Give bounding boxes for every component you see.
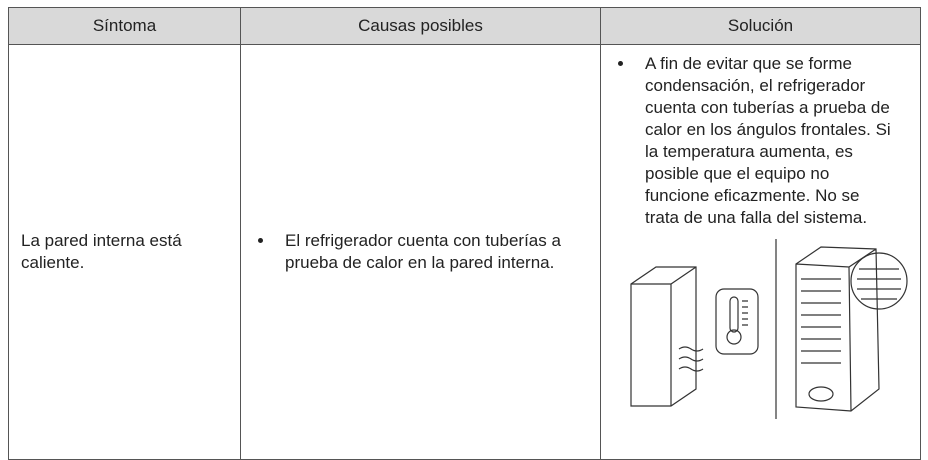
header-cell: Síntoma (8, 7, 241, 45)
symptom-cell: La pared interna está caliente. (8, 44, 241, 460)
illustration (630, 239, 908, 419)
list-item: A fin de evitar que se forme condensació… (635, 53, 895, 229)
body-row: La pared interna está caliente. El refri… (8, 44, 921, 460)
cause-cell: El refrigerador cuenta con tuberías a pr… (240, 44, 601, 460)
troubleshooting-table: Síntoma Causas posibles Solución La pare… (8, 7, 921, 460)
solution-cell: A fin de evitar que se forme condensació… (600, 44, 921, 460)
list: El refrigerador cuenta con tuberías a pr… (253, 230, 588, 274)
list-item: El refrigerador cuenta con tuberías a pr… (275, 230, 588, 274)
header-row: Síntoma Causas posibles Solución (8, 7, 921, 45)
header-cell: Solución (600, 7, 921, 45)
header-cell: Causas posibles (240, 7, 601, 45)
list: A fin de evitar que se forme condensació… (613, 53, 908, 229)
